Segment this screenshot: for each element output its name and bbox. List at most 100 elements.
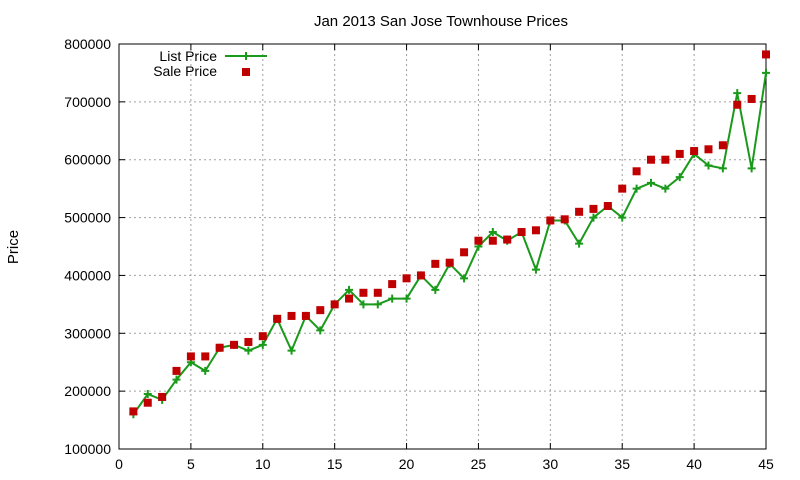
sale-price-point <box>747 94 756 103</box>
list-price-point <box>258 340 267 349</box>
plot-frame <box>118 43 767 450</box>
list-price-point <box>431 285 440 294</box>
list-price-point <box>646 178 655 187</box>
list-price-point <box>675 173 684 182</box>
sale-price-point <box>632 167 641 176</box>
list-price-point <box>359 300 368 309</box>
sale-price-point <box>301 311 310 320</box>
y-tick-label: 500000 <box>64 210 111 226</box>
x-tick-label: 10 <box>255 456 271 472</box>
x-tick-label: 45 <box>758 456 774 472</box>
sale-price-point <box>503 235 512 244</box>
sale-price-point <box>186 352 195 361</box>
list-price-point <box>618 213 627 222</box>
sale-price-point <box>718 141 727 150</box>
sale-price-point <box>575 207 584 216</box>
y-axis-label: Price <box>5 230 22 264</box>
list-price-point <box>632 184 641 193</box>
y-tick-label: 700000 <box>64 94 111 110</box>
sale-price-point <box>546 216 555 225</box>
list-price-point <box>747 164 756 173</box>
sale-price-point <box>431 259 440 268</box>
list-price-point <box>718 164 727 173</box>
sale-price-point <box>416 271 425 280</box>
list-price-point <box>244 346 253 355</box>
sale-price-point <box>345 294 354 303</box>
legend-label-list-price: List Price <box>159 48 217 64</box>
list-price-point <box>345 285 354 294</box>
sale-price-point <box>690 147 699 156</box>
sale-price-point <box>589 204 598 213</box>
list-price-point <box>402 294 411 303</box>
grid <box>119 44 766 449</box>
list-price-point <box>201 366 210 375</box>
sale-price-point <box>330 300 339 309</box>
y-tick-label: 400000 <box>64 267 111 283</box>
sale-price-point <box>675 149 684 158</box>
list-price-point <box>488 228 497 237</box>
list-price-point <box>373 300 382 309</box>
sale-price-point <box>359 288 368 297</box>
list-price-point <box>661 184 670 193</box>
sale-price-point <box>517 228 526 237</box>
sale-price-point <box>618 184 627 193</box>
sale-price-point <box>143 398 152 407</box>
x-tick-label: 30 <box>543 456 559 472</box>
x-tick-label: 40 <box>686 456 702 472</box>
sale-price-point <box>531 226 540 235</box>
list-price-line <box>132 72 767 415</box>
sale-price-point <box>230 340 239 349</box>
axis-ticks: 0 5 10 15 20 25 30 35 40 45 100000 200000 300000 4000… <box>64 36 774 472</box>
list-price-point <box>316 326 325 335</box>
list-price-point <box>762 68 770 77</box>
list-price-point <box>143 390 152 399</box>
y-tick-label: 200000 <box>64 383 111 399</box>
legend-marker-list-price <box>242 52 250 60</box>
sale-price-point <box>273 314 282 323</box>
legend-label-sale-price: Sale Price <box>153 63 217 79</box>
list-price-point <box>575 239 584 248</box>
sale-price-point <box>215 343 224 352</box>
sale-price-point <box>129 407 138 416</box>
list-price-point <box>733 89 742 98</box>
sale-price-point <box>474 236 483 245</box>
sale-price-point <box>646 155 655 164</box>
list-price-point <box>388 294 397 303</box>
y-tick-label: 300000 <box>64 325 111 341</box>
sale-price-point <box>388 280 397 289</box>
list-price-point <box>589 213 598 222</box>
list-price-point <box>460 274 469 283</box>
y-tick-label: 800000 <box>64 36 111 52</box>
sale-price-point <box>158 392 167 401</box>
list-price-point <box>531 265 540 274</box>
list-price-point <box>704 161 713 170</box>
sale-price-point <box>172 366 181 375</box>
sale-price-point <box>704 145 713 154</box>
sale-price-point <box>373 288 382 297</box>
list-price-point <box>172 375 181 384</box>
sale-price-point <box>488 236 497 245</box>
x-tick-label: 20 <box>399 456 415 472</box>
sale-price-point <box>560 215 569 224</box>
x-tick-label: 15 <box>327 456 343 472</box>
x-tick-label: 5 <box>187 456 195 472</box>
sale-price-point <box>733 100 742 109</box>
sale-price-point <box>201 352 210 361</box>
sale-price-point <box>460 248 469 257</box>
sale-price-point <box>661 155 670 164</box>
y-tick-label: 600000 <box>64 152 111 168</box>
list-price-point <box>287 346 296 355</box>
sale-price-point <box>445 258 454 267</box>
sale-price-point <box>244 337 253 346</box>
sale-price-point <box>316 306 325 315</box>
chart-title: Jan 2013 San Jose Townhouse Prices <box>314 13 568 30</box>
sale-price-point <box>603 202 612 210</box>
x-tick-label: 0 <box>115 456 123 472</box>
sale-price-point <box>402 274 411 283</box>
x-tick-label: 35 <box>614 456 630 472</box>
series-layer <box>129 50 770 419</box>
sale-price-point <box>287 311 296 320</box>
y-tick-label: 100000 <box>64 441 111 457</box>
